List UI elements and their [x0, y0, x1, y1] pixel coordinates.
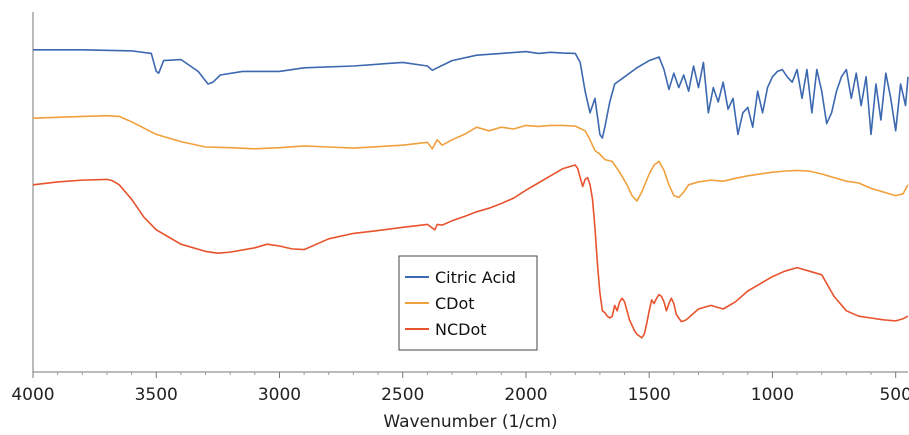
x-tick-label: 4000	[11, 385, 54, 405]
x-tick-label: 1000	[751, 385, 794, 405]
x-tick-label: 2500	[381, 385, 424, 405]
x-tick-label: 3500	[135, 385, 178, 405]
x-tick-label: 1500	[628, 385, 671, 405]
legend-label: CDot	[435, 294, 475, 313]
x-axis-label: Wavenumber (1/cm)	[383, 412, 557, 432]
x-tick-label: 2000	[504, 385, 547, 405]
legend: Citric Acid CDot NCDot	[398, 255, 538, 351]
x-tick-label: 3000	[258, 385, 301, 405]
x-tick-label: 500	[879, 385, 909, 405]
legend-label: NCDot	[435, 320, 487, 339]
series-line-cdot	[32, 114, 909, 202]
axes: 4000 3500 3000 2500 2000 1500 1000 500	[11, 12, 909, 405]
series-line-citric-acid	[33, 49, 909, 139]
series-line-ncdot	[32, 164, 909, 339]
series-layer	[32, 49, 909, 339]
legend-label: Citric Acid	[435, 268, 516, 287]
